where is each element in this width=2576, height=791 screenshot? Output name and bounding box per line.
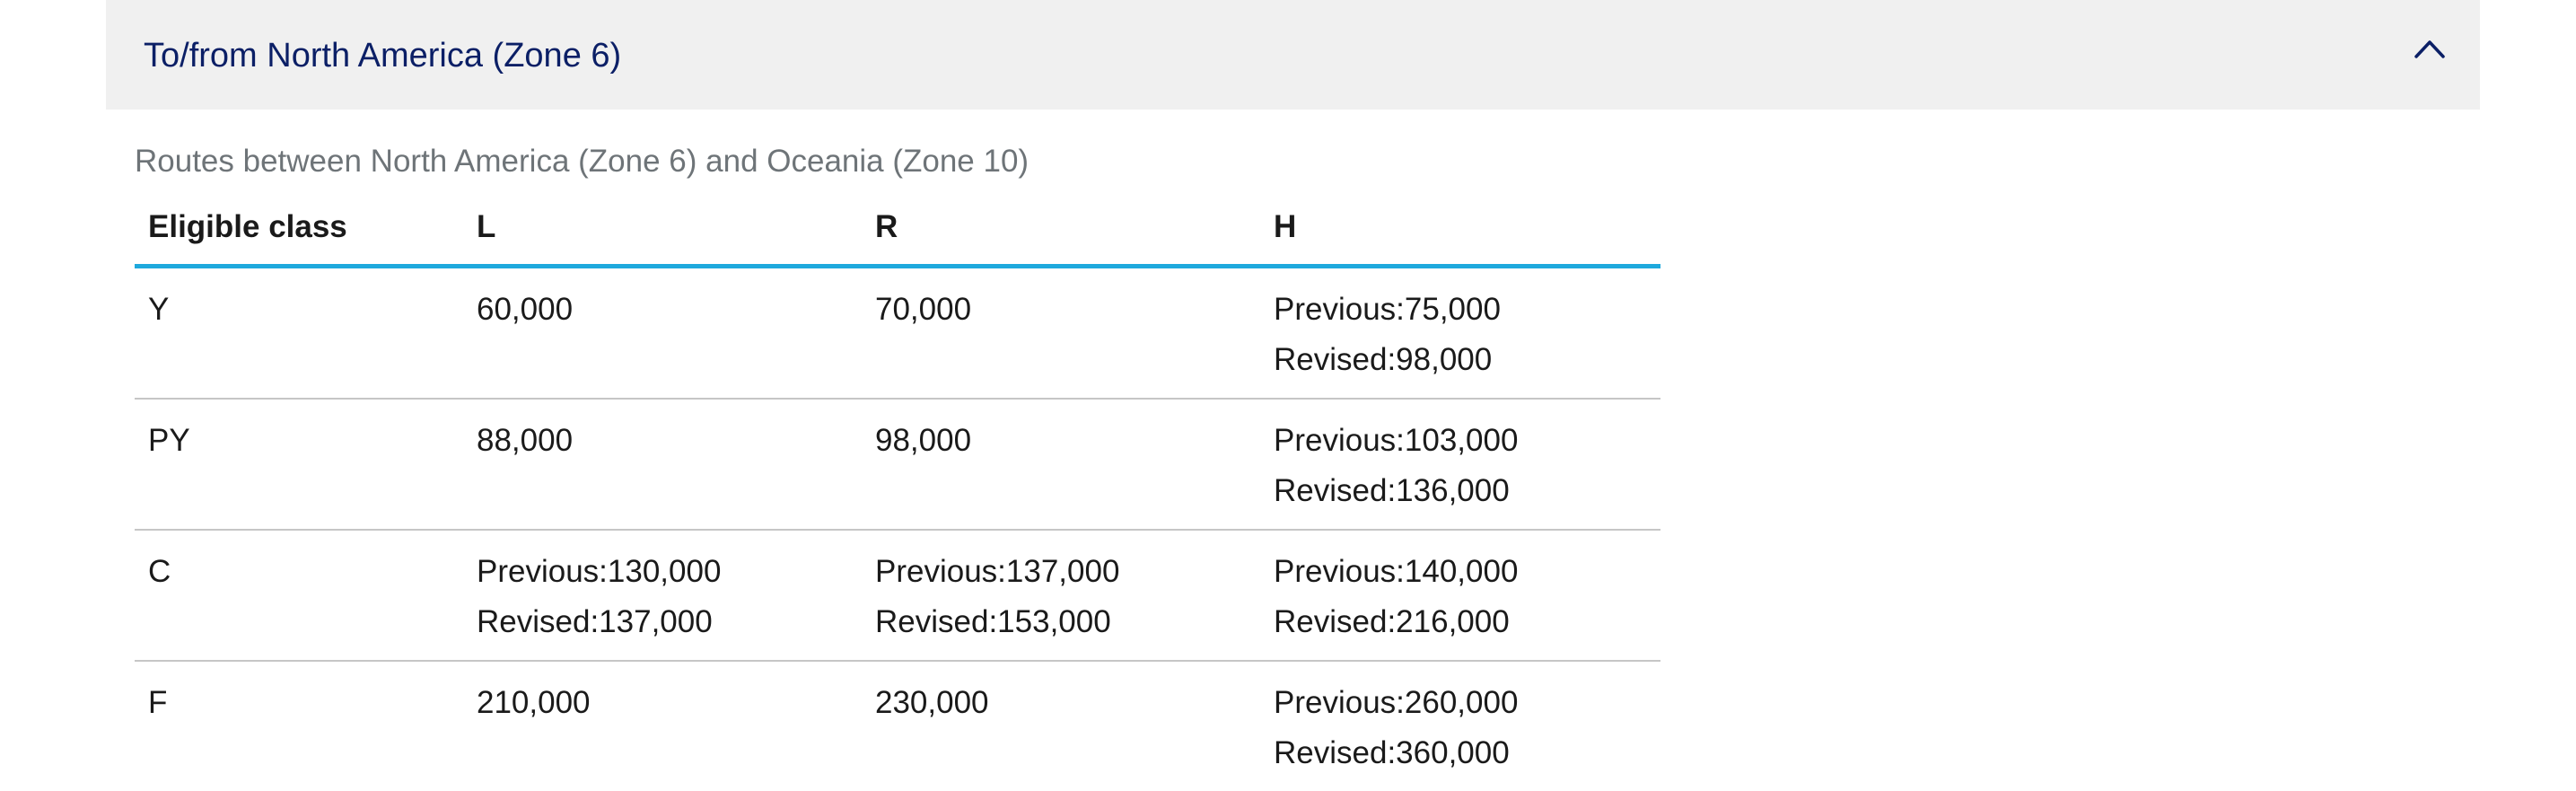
accordion-header-north-america[interactable]: To/from North America (Zone 6) bbox=[106, 0, 2480, 110]
column-header-eligible-class: Eligible class bbox=[135, 190, 463, 268]
cell-previous-value: Previous:130,000 bbox=[477, 553, 722, 589]
table-row: PY 88,000 98,000 Previous:103,000 Revise… bbox=[135, 398, 1660, 531]
cell-h: Previous:140,000 Revised:216,000 bbox=[1260, 529, 1660, 662]
cell-revised-value: Revised:360,000 bbox=[1274, 734, 1510, 770]
cell-revised-value: Revised:216,000 bbox=[1274, 603, 1510, 639]
cell-h: Previous:103,000 Revised:136,000 bbox=[1260, 398, 1660, 531]
table-row: Y 60,000 70,000 Previous:75,000 Revised:… bbox=[135, 266, 1660, 400]
cell-revised-value: Revised:137,000 bbox=[477, 603, 713, 639]
cell-l: 88,000 bbox=[463, 398, 862, 531]
award-miles-table: Eligible class L R H Y 60,000 70,000 Pre… bbox=[135, 190, 1660, 791]
cell-class: PY bbox=[135, 398, 463, 531]
cell-value: 210,000 bbox=[477, 684, 591, 720]
table-header-row: Eligible class L R H bbox=[135, 190, 1660, 268]
cell-value: 98,000 bbox=[875, 422, 972, 458]
cell-previous-value: Previous:75,000 bbox=[1274, 291, 1501, 327]
cell-l: Previous:130,000 Revised:137,000 bbox=[463, 529, 862, 662]
cell-value: 230,000 bbox=[875, 684, 989, 720]
cell-h: Previous:260,000 Revised:360,000 bbox=[1260, 661, 1660, 791]
cell-r: 98,000 bbox=[862, 398, 1260, 531]
chevron-up-icon[interactable] bbox=[2414, 38, 2446, 59]
cell-revised-value: Revised:153,000 bbox=[875, 603, 1111, 639]
cell-revised-value: Revised:98,000 bbox=[1274, 341, 1493, 377]
table-row: F 210,000 230,000 Previous:260,000 Revis… bbox=[135, 661, 1660, 791]
cell-l: 60,000 bbox=[463, 266, 862, 400]
cell-r: Previous:137,000 Revised:153,000 bbox=[862, 529, 1260, 662]
cell-value: 70,000 bbox=[875, 291, 972, 327]
table-row: C Previous:130,000 Revised:137,000 Previ… bbox=[135, 529, 1660, 662]
cell-previous-value: Previous:137,000 bbox=[875, 553, 1120, 589]
cell-r: 230,000 bbox=[862, 661, 1260, 791]
cell-previous-value: Previous:103,000 bbox=[1274, 422, 1519, 458]
cell-value: 60,000 bbox=[477, 291, 574, 327]
column-header-r: R bbox=[862, 190, 1260, 268]
cell-h: Previous:75,000 Revised:98,000 bbox=[1260, 266, 1660, 400]
routes-subtitle: Routes between North America (Zone 6) an… bbox=[135, 144, 1030, 179]
cell-l: 210,000 bbox=[463, 661, 862, 791]
column-header-h: H bbox=[1260, 190, 1660, 268]
cell-previous-value: Previous:140,000 bbox=[1274, 553, 1519, 589]
column-header-l: L bbox=[463, 190, 862, 268]
cell-r: 70,000 bbox=[862, 266, 1260, 400]
cell-class: Y bbox=[135, 266, 463, 400]
cell-class: C bbox=[135, 529, 463, 662]
cell-value: 88,000 bbox=[477, 422, 574, 458]
accordion-title: To/from North America (Zone 6) bbox=[144, 37, 622, 75]
cell-class: F bbox=[148, 684, 168, 720]
cell-revised-value: Revised:136,000 bbox=[1274, 472, 1510, 508]
cell-previous-value: Previous:260,000 bbox=[1274, 684, 1519, 720]
